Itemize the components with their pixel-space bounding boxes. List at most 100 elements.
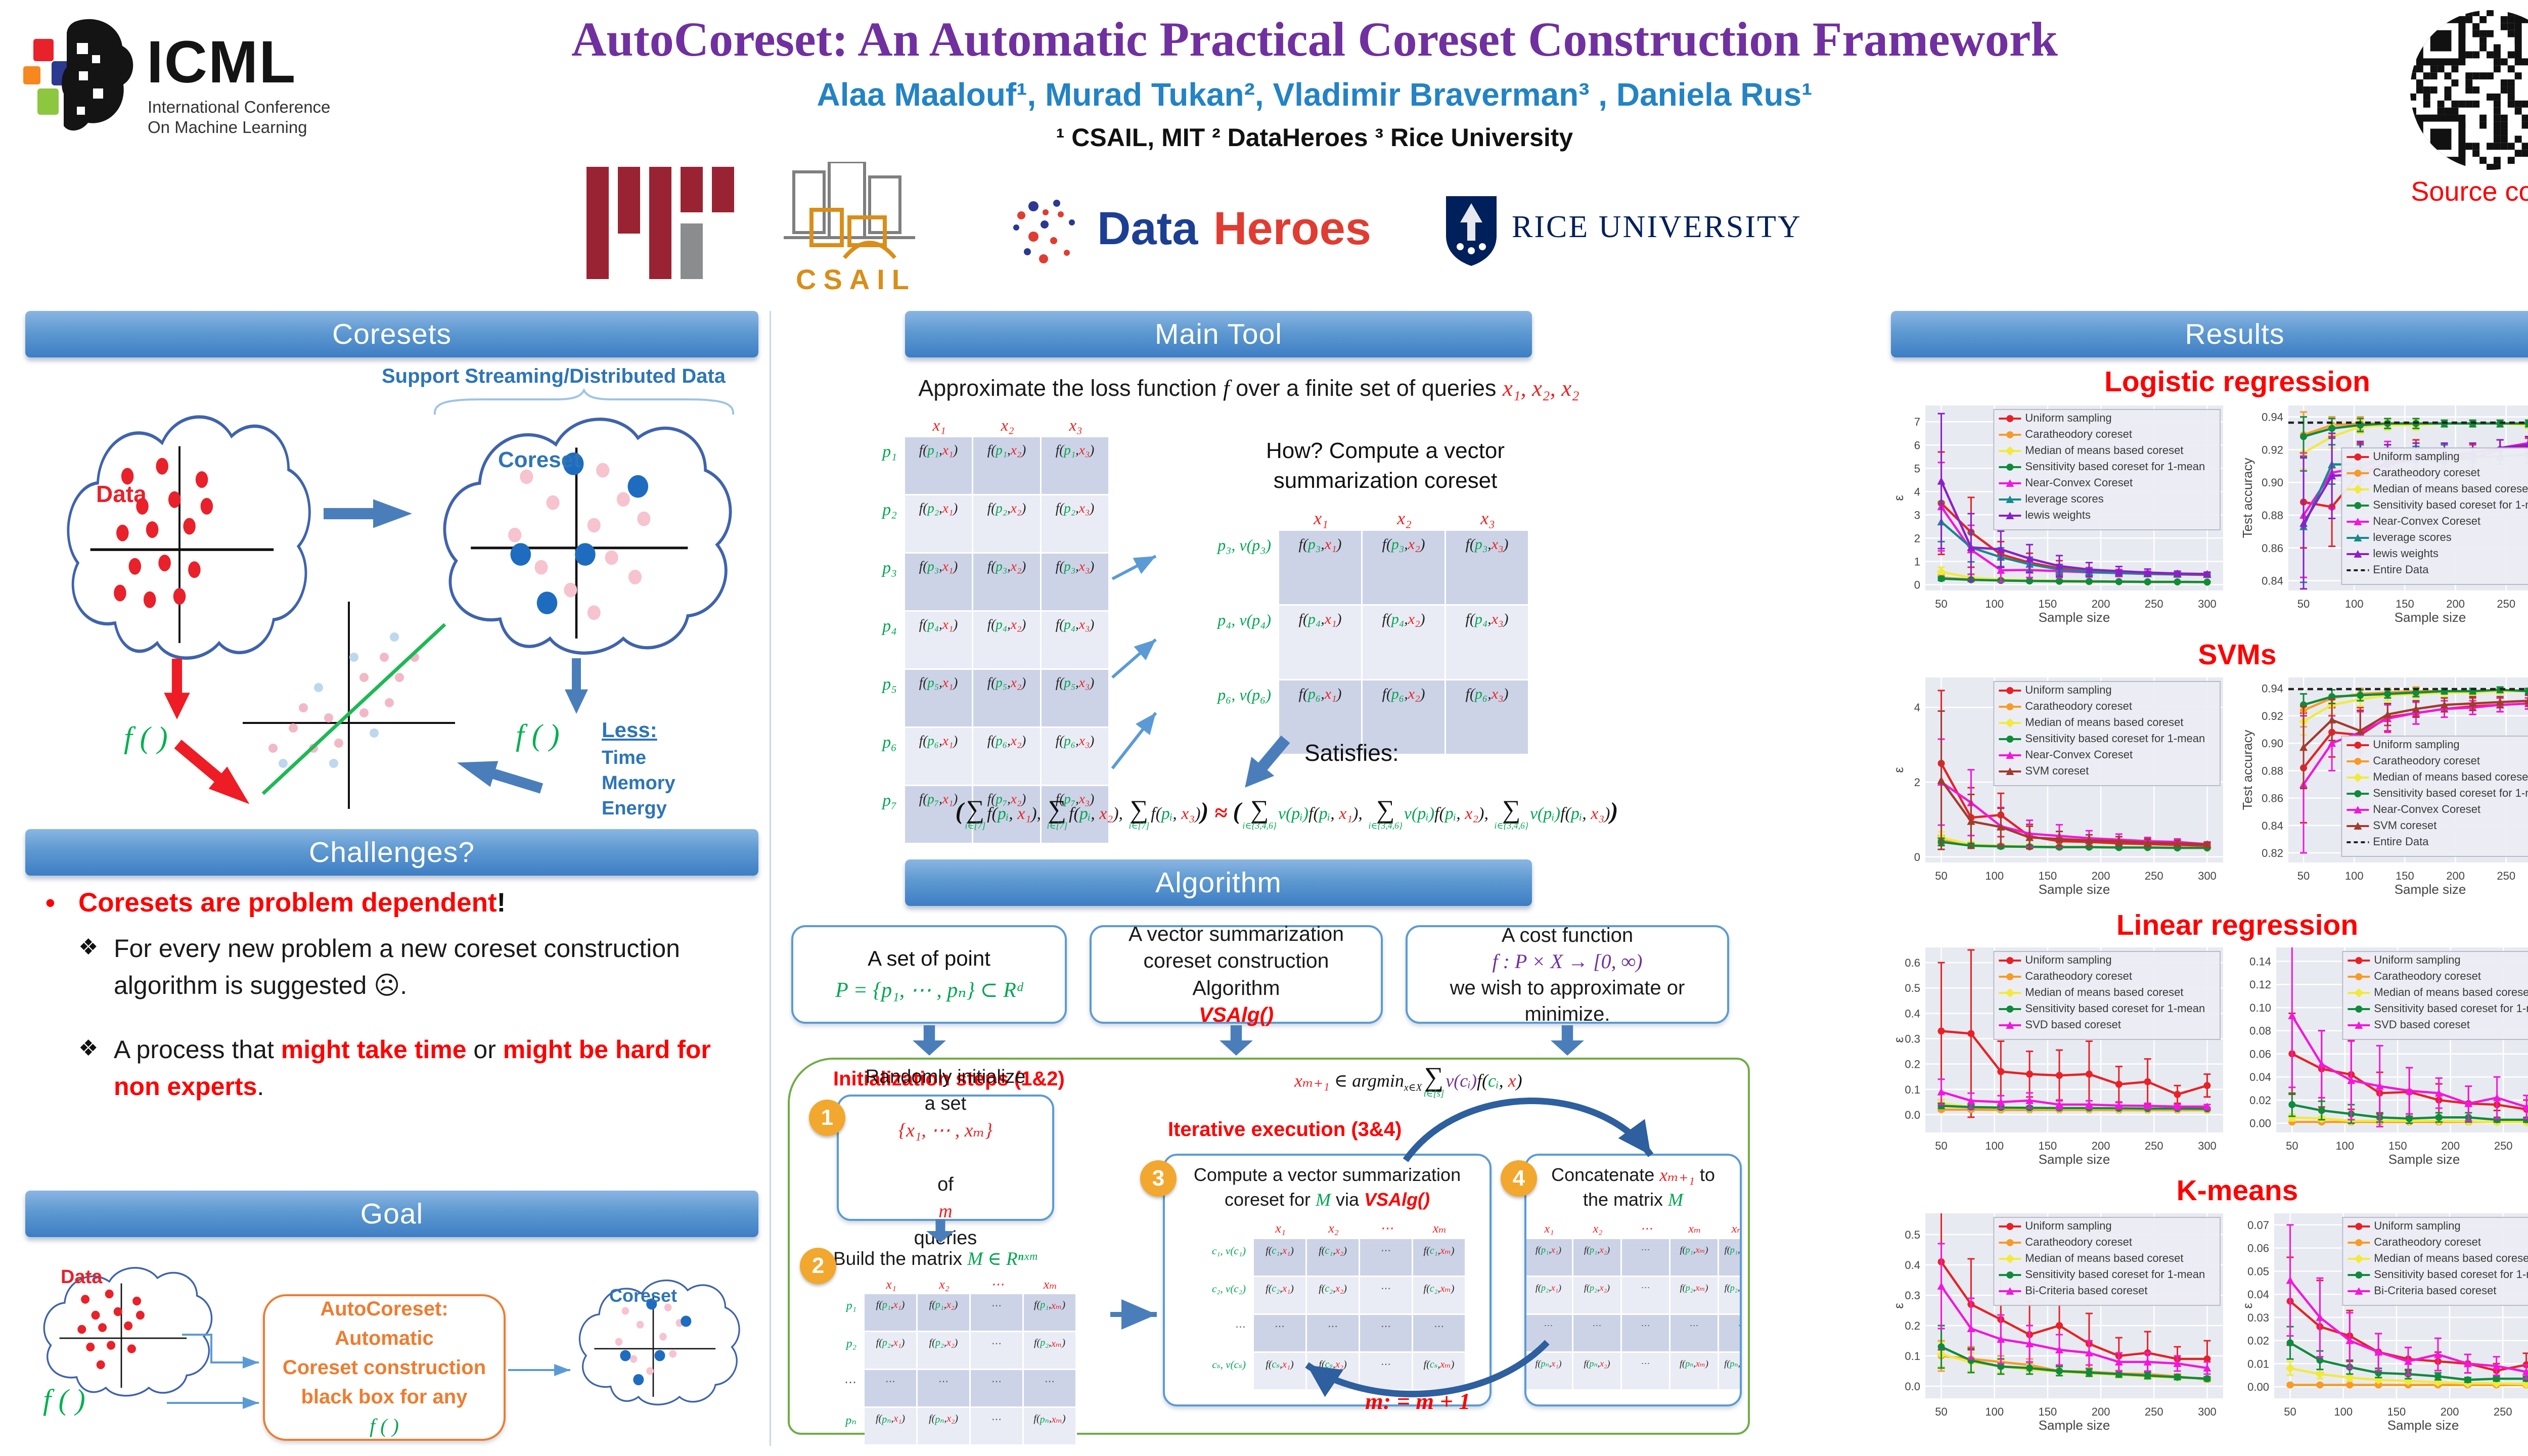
section-main-tool: Main Tool [905, 311, 1532, 357]
bullet1-marker: • [46, 888, 55, 918]
table-cell: f(pₙ, x₁) [865, 1408, 918, 1446]
svg-text:0.92: 0.92 [2262, 443, 2283, 456]
chart-svg: 501001502002503000.820.840.860.880.900.9… [2240, 677, 2528, 897]
table-cell: ⋯ [1622, 1277, 1671, 1315]
table-cell: ⋯ [1360, 1239, 1413, 1278]
svg-text:Test accuracy: Test accuracy [2241, 730, 2255, 810]
svg-text:Caratheodory coreset: Caratheodory coreset [2025, 1236, 2132, 1248]
dataheroes-word-heroes: Heroes [1213, 203, 1371, 254]
icml-wordmark: ICML [147, 29, 297, 96]
svg-text:Near-Convex Coreset: Near-Convex Coreset [2025, 748, 2133, 761]
svg-text:Test accuracy: Test accuracy [2241, 458, 2255, 538]
chart-logistic-left: 50 100 150 200 250 300 0 1 2 3 4 5 6 7 Sample size ε Uni… [1891, 399, 2228, 628]
col-header: x₁ [1275, 1221, 1286, 1236]
svg-text:250: 250 [2145, 870, 2163, 882]
table-cell: f(p₁, x₃) [1042, 437, 1110, 495]
how-text: How? Compute a vector summarization core… [1266, 438, 1505, 493]
step1-number: 1 [809, 1100, 845, 1136]
svg-text:100: 100 [1985, 870, 2004, 882]
svg-text:200: 200 [2446, 870, 2465, 882]
table-cell: f(p₂, xₘ₊₁) [1719, 1277, 1740, 1315]
svg-text:Caratheodory coreset: Caratheodory coreset [2374, 970, 2481, 982]
svg-text:0.84: 0.84 [2262, 820, 2283, 832]
chart-linear-left: 50 100 150 200 250 300 0.0 0.1 0.2 0.3 0.4 0.5 0.6 Sa… [1891, 941, 2228, 1170]
section-challenges: Challenges? [25, 829, 758, 876]
section-results: Results [1891, 311, 2528, 357]
svg-text:Near-Convex Coreset: Near-Convex Coreset [2373, 803, 2480, 815]
svg-text:50: 50 [2284, 1405, 2296, 1418]
table-cell: f(p₃, x₃) [1446, 531, 1529, 606]
svg-text:250: 250 [2497, 870, 2515, 882]
less-item-memory: Memory [602, 772, 675, 794]
svg-text:lewis weights: lewis weights [2025, 509, 2091, 521]
chart-linear-right: 501001502002503000.000.020.040.060.080.1… [2241, 941, 2528, 1170]
svg-text:0.08: 0.08 [2249, 1025, 2271, 1037]
svg-text:0.06: 0.06 [2247, 1242, 2269, 1255]
table-cell: f(p₆, x₃) [1446, 680, 1529, 755]
row-header: p₁ [1524, 1239, 1525, 1276]
svg-text:3: 3 [1914, 509, 1920, 521]
authors: Alaa Maalouf¹, Murad Tukan², Vladimir Br… [817, 76, 1813, 113]
csail-logo: CSAIL [763, 160, 976, 298]
svg-text:Bi-Criteria based coreset: Bi-Criteria based coreset [2025, 1284, 2147, 1297]
svg-text:Sample size: Sample size [2387, 1418, 2459, 1433]
table-cell: f(p₃, x₂) [1363, 531, 1446, 606]
svg-text:Caratheodory coreset: Caratheodory coreset [2025, 428, 2132, 440]
chart-svm-left: 50 100 150 200 250 300 0 2 4 Sample size ε Uniform … [1891, 671, 2228, 900]
table-cell: f(c₂, x₁) [1254, 1277, 1307, 1315]
svg-text:100: 100 [1985, 1405, 2004, 1418]
svg-text:150: 150 [2039, 1405, 2057, 1418]
dataheroes-word-data: Data [1097, 203, 1198, 254]
col-header: x₁ [1314, 508, 1328, 528]
svg-text:100: 100 [2335, 1140, 2354, 1152]
table-cell: f(p₄, x₁) [905, 612, 973, 670]
algorithm-header: Algorithm [1155, 867, 1282, 899]
less-item-time: Time [602, 747, 647, 768]
table-cell: f(p₆, x₂) [973, 728, 1042, 786]
table-cell: f(p₅, x₂) [973, 670, 1042, 728]
table-cell: f(cₛ, x₁) [1254, 1353, 1307, 1391]
svg-text:0.12: 0.12 [2249, 978, 2271, 991]
table-cell: f(p₂, x₃) [1042, 495, 1110, 554]
svg-text:4: 4 [1914, 701, 1920, 714]
argmin-formula: xₘ₊₁ ∈ argminx∈X ∑ i∈[s] v(cᵢ)f(cᵢ, x) [1294, 1062, 1522, 1099]
step4-number: 4 [1501, 1160, 1537, 1197]
svg-text:5: 5 [1914, 462, 1920, 475]
svg-text:200: 200 [2092, 1140, 2110, 1152]
table-cell: f(p₄, x₃) [1446, 606, 1529, 680]
chart-svg: 501001502002503000.840.860.880.900.920.9… [2240, 405, 2528, 625]
table-cell: f(pₙ, x₂) [1573, 1353, 1622, 1391]
svg-text:leverage scores: leverage scores [2025, 492, 2103, 505]
table-cell: f(p₄, x₂) [973, 612, 1042, 670]
table-cell: f(p₁, xₘ) [1671, 1239, 1719, 1278]
input1-arrow [913, 1025, 946, 1056]
icml-logo: ICML International Conference On Machine… [20, 13, 374, 154]
table-corner [1188, 1220, 1254, 1239]
svg-text:Median of means based coreset: Median of means based coreset [2025, 1252, 2183, 1264]
step4-title: Concatenate xₘ₊₁ to the matrix M [1551, 1164, 1715, 1210]
row-header: p₃, v(p₃) [1217, 536, 1271, 554]
svg-text:Median of means based coreset: Median of means based coreset [2025, 986, 2183, 998]
svg-text:0.02: 0.02 [2247, 1335, 2269, 1347]
svg-text:0.90: 0.90 [2262, 737, 2283, 750]
input2-arrow [1220, 1025, 1253, 1056]
fit-scatter [243, 602, 455, 809]
svg-text:Caratheodory coreset: Caratheodory coreset [2373, 754, 2480, 767]
data-cloud-label: Data [96, 481, 147, 507]
col-header: x₂ [1001, 417, 1014, 435]
col-header: xₘ₊₁ [1731, 1222, 1740, 1236]
data-cloud [68, 417, 309, 658]
column-divider [770, 311, 771, 1446]
fit-line [261, 623, 446, 795]
input1-line1: A set of point [868, 946, 990, 970]
table-cell: ⋯ [1671, 1315, 1719, 1353]
svg-text:150: 150 [2039, 598, 2057, 610]
svg-text:0.6: 0.6 [1905, 957, 1920, 969]
svg-text:Sample size: Sample size [2388, 1152, 2460, 1167]
svg-text:Bi-Criteria based coreset: Bi-Criteria based coreset [2374, 1284, 2496, 1297]
table-cell: f(p₆, x₃) [1042, 728, 1110, 786]
chart-svg: 50 100 150 200 250 300 0.0 0.1 0.2 0.3 0.4 0.5 Sampl… [1891, 1213, 2223, 1433]
step2-matrix: x₁ x₂ ⋯ xₘ p₁ f(p₁, x₁) f(p₁, x₂) ⋯ f(p₁, xₘ) p₂ f… [833, 1275, 1077, 1446]
table-cell: ⋯ [1526, 1315, 1573, 1353]
svg-text:0.2: 0.2 [1905, 1320, 1920, 1332]
